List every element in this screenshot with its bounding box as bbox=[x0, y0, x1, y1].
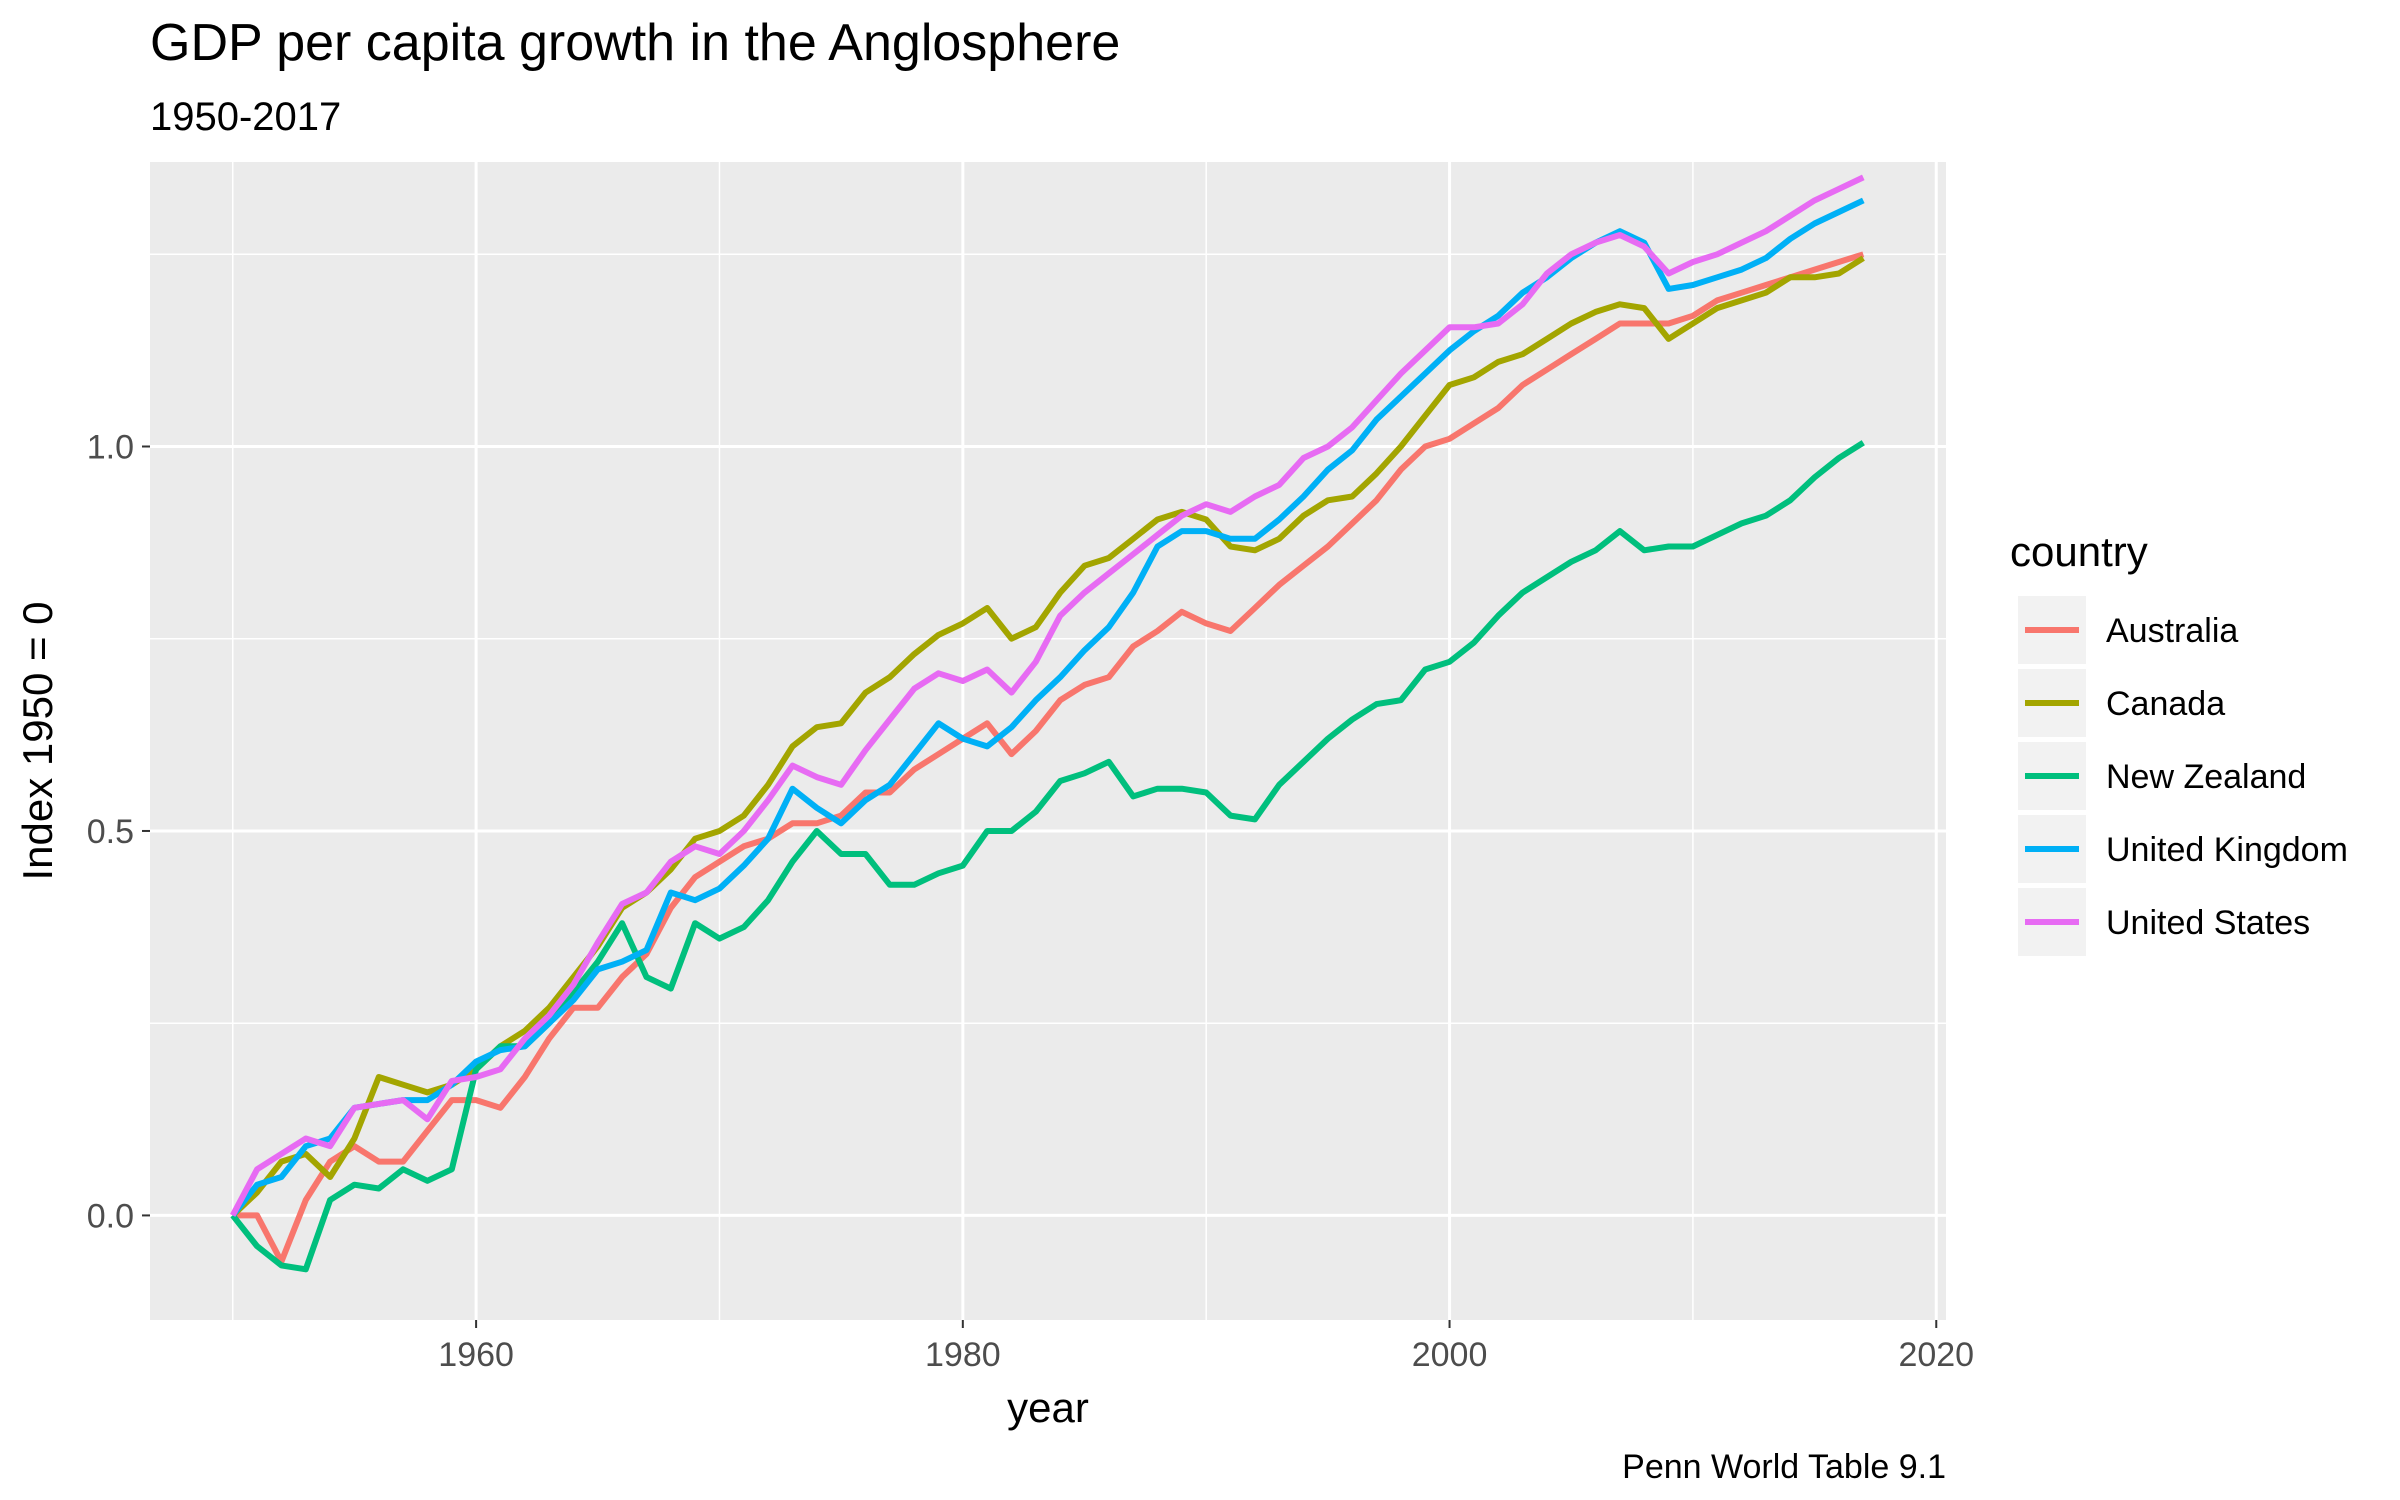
plot-panel bbox=[150, 162, 1946, 1320]
legend-title: country bbox=[2010, 528, 2148, 575]
legend-item-new-zealand: New Zealand bbox=[2018, 742, 2306, 810]
legend: Australia Canada New Zealand United Kingdom… bbox=[2018, 596, 2348, 956]
x-tick-label: 1980 bbox=[925, 1336, 1001, 1374]
x-axis-ticks: 1960 1980 2000 2020 bbox=[438, 1320, 1974, 1374]
legend-label: Australia bbox=[2106, 612, 2238, 650]
x-tick-label: 2000 bbox=[1412, 1336, 1488, 1374]
legend-item-australia: Australia bbox=[2018, 596, 2238, 664]
chart-subtitle: 1950-2017 bbox=[150, 95, 341, 139]
y-axis-title: Index 1950 = 0 bbox=[14, 601, 61, 880]
x-tick-label: 2020 bbox=[1898, 1336, 1974, 1374]
legend-label: United States bbox=[2106, 904, 2310, 942]
legend-item-united-kingdom: United Kingdom bbox=[2018, 815, 2348, 883]
chart-title: GDP per capita growth in the Anglosphere bbox=[150, 14, 1120, 72]
y-tick-label: 1.0 bbox=[87, 429, 134, 467]
legend-label: United Kingdom bbox=[2106, 831, 2348, 869]
series-line-australia bbox=[232, 251, 1865, 1265]
legend-item-united-states: United States bbox=[2018, 888, 2310, 956]
major-gridlines bbox=[150, 162, 1946, 1320]
series-lines bbox=[230, 174, 1865, 1273]
y-tick-label: 0.5 bbox=[87, 813, 134, 851]
legend-item-canada: Canada bbox=[2018, 669, 2225, 737]
series-line-new-zealand bbox=[230, 440, 1865, 1273]
legend-label: Canada bbox=[2106, 685, 2225, 723]
y-axis-ticks: 0.0 0.5 1.0 bbox=[87, 429, 150, 1235]
x-axis-title: year bbox=[1007, 1384, 1089, 1431]
y-tick-label: 0.0 bbox=[87, 1197, 134, 1235]
series-line-united-states bbox=[230, 174, 1865, 1217]
x-tick-label: 1960 bbox=[438, 1336, 514, 1374]
legend-label: New Zealand bbox=[2106, 758, 2306, 796]
chart-caption: Penn World Table 9.1 bbox=[1622, 1448, 1946, 1486]
